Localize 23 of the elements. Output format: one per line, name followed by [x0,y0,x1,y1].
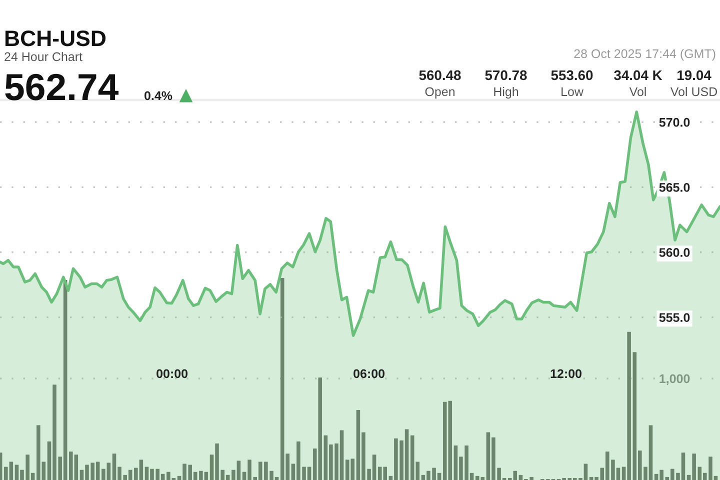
text: Vol [629,86,646,96]
text: 570.78 [485,70,527,80]
text: 28 Oct 2025 17:44 (GMT) [574,48,716,61]
text: Low [562,87,584,96]
annotation: 562.74 [5,74,118,100]
y-tick-label: 570.0 [659,118,690,127]
text: Open [425,87,454,99]
y-tick-label: 555.0 [659,313,690,322]
y-tick-label: 565.0 [659,182,690,192]
text: 19.04 [678,70,712,80]
text: High [494,86,518,99]
y2-tick-label: 1,000 [660,374,690,385]
annotation: 0.4% [144,91,172,100]
text: 560.48 [419,70,461,80]
x-tick-label: 00:00 [156,369,188,378]
chart-title: BCH-USD [5,30,106,46]
text: Vol USD [670,86,718,96]
x-tick-label: 06:00 [354,369,385,378]
text: 553.60 [551,70,593,80]
x-tick-label: 12:00 [550,369,582,378]
y-tick-label: 560.0 [659,248,690,257]
text: 34.04 K [614,70,662,80]
chart-subtitle: 24 Hour Chart [4,52,82,62]
